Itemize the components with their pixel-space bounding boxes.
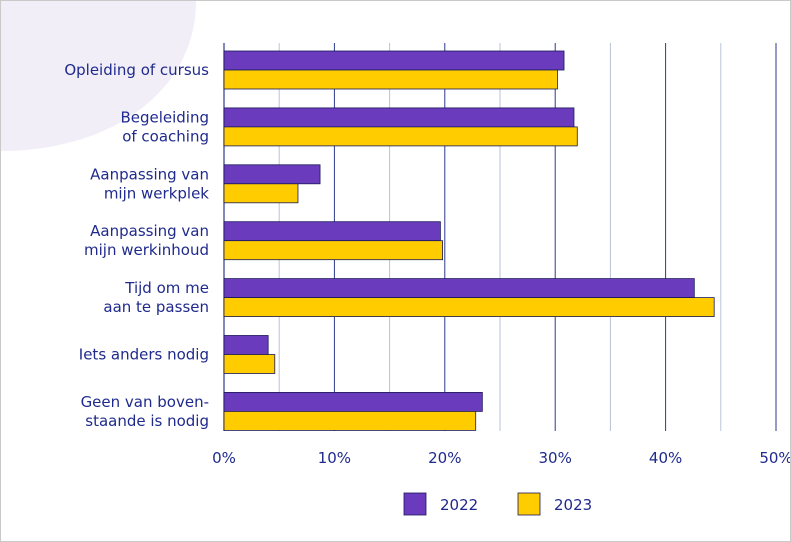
x-tick-label: 20% bbox=[428, 449, 461, 467]
decorative-shape bbox=[1, 1, 196, 151]
category-label: Tijd om me bbox=[124, 279, 209, 297]
bar-2023 bbox=[223, 354, 276, 374]
bar-2023 bbox=[223, 183, 299, 204]
category-label: Iets anders nodig bbox=[79, 346, 209, 364]
x-tick-label: 0% bbox=[212, 449, 236, 467]
x-tick-label: 10% bbox=[318, 449, 351, 467]
bar-2023 bbox=[223, 297, 715, 318]
bar-2022 bbox=[223, 278, 695, 299]
bar-2023 bbox=[223, 410, 477, 431]
legend-label: 2022 bbox=[440, 496, 478, 514]
x-tick-label: 40% bbox=[649, 449, 682, 467]
category-label: Aanpassing van bbox=[90, 165, 209, 183]
category-label: Aanpassing van bbox=[90, 222, 209, 240]
bar-2022 bbox=[223, 164, 321, 185]
category-label: staande is nodig bbox=[85, 412, 209, 430]
bar-2022 bbox=[223, 221, 441, 242]
bar-2023 bbox=[223, 69, 558, 90]
bar-2022 bbox=[223, 391, 483, 412]
category-label: mijn werkplek bbox=[104, 184, 209, 202]
category-label: Geen van boven- bbox=[81, 393, 209, 411]
bar-2022 bbox=[223, 50, 565, 71]
category-label: Opleiding of cursus bbox=[64, 61, 209, 79]
legend-label: 2023 bbox=[554, 496, 592, 514]
category-label: aan te passen bbox=[103, 298, 209, 316]
legend-swatch-2023 bbox=[517, 492, 541, 516]
x-tick-label: 50% bbox=[759, 449, 790, 467]
x-tick-label: 30% bbox=[539, 449, 572, 467]
bar-2022 bbox=[223, 335, 269, 355]
legend-swatch-2022 bbox=[403, 492, 427, 516]
bar-2023 bbox=[223, 240, 443, 261]
category-label: mijn werkinhoud bbox=[84, 241, 209, 259]
bar-2022 bbox=[223, 107, 575, 128]
category-label: Begeleiding bbox=[120, 108, 209, 126]
bar-2023 bbox=[223, 126, 578, 147]
category-label: of coaching bbox=[122, 127, 209, 145]
